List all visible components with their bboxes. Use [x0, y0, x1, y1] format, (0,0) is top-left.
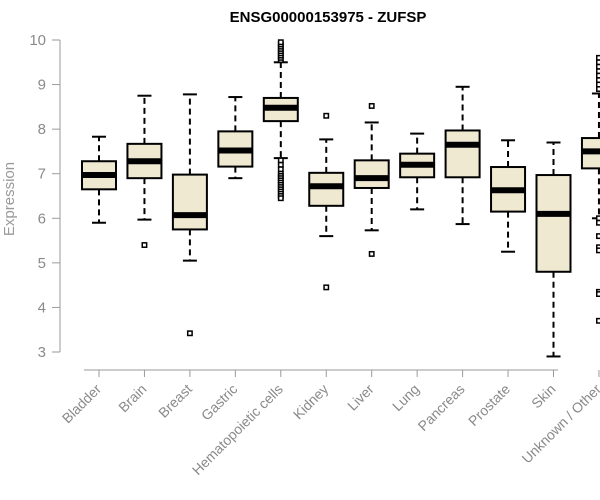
- y-axis: 3 4 5 6 7 8 9 10: [29, 32, 61, 361]
- x-tick-label: Brain: [115, 381, 149, 415]
- box-skin: [535, 141, 572, 358]
- x-tick-label: Skin: [528, 381, 559, 412]
- box-breast: [171, 93, 208, 337]
- outlier-point: [277, 195, 284, 202]
- y-tick-label: 6: [38, 210, 46, 227]
- box-liver: [353, 103, 390, 257]
- box-gastric: [217, 96, 254, 180]
- box-hematopoietic-cells: [262, 39, 299, 202]
- outlier-point: [186, 330, 193, 337]
- x-tick-label: Kidney: [290, 381, 332, 423]
- box-lung: [399, 132, 436, 211]
- box-unknown-other: [580, 54, 600, 324]
- y-tick-label: 4: [38, 299, 46, 316]
- iqr-box: [353, 159, 390, 189]
- outlier-point: [277, 39, 284, 46]
- y-tick-label: 9: [38, 77, 46, 94]
- x-tick-label: Unknown / Other: [518, 381, 600, 467]
- y-tick-label: 3: [38, 344, 46, 361]
- x-tick-label: Gastric: [198, 381, 241, 424]
- box-brain: [126, 94, 163, 248]
- outlier-point: [596, 247, 600, 254]
- box-bladder: [81, 135, 117, 224]
- outlier-point: [596, 86, 600, 92]
- iqr-box: [535, 174, 572, 273]
- outlier-point: [323, 112, 330, 119]
- y-tick-label: 10: [29, 32, 46, 49]
- x-tick-label: Bladder: [59, 381, 105, 427]
- y-tick-label: 5: [38, 255, 46, 272]
- box-pancreas: [444, 85, 481, 226]
- outlier-point: [596, 219, 600, 226]
- iqr-box: [171, 173, 208, 231]
- x-tick-label: Pancreas: [415, 381, 468, 434]
- box-prostate: [490, 139, 527, 253]
- x-tick-label: Prostate: [465, 381, 513, 429]
- box-kidney: [308, 112, 345, 291]
- boxes-layer: [81, 39, 600, 358]
- iqr-box: [308, 171, 345, 207]
- outlier-point: [368, 103, 375, 109]
- chart-title: ENSG00000153975 - ZUFSP: [230, 9, 427, 26]
- y-axis-label: Expression: [1, 162, 18, 236]
- outlier-point: [596, 317, 600, 324]
- outlier-point: [596, 233, 600, 240]
- outlier-point: [596, 291, 600, 298]
- x-tick-label: Liver: [344, 381, 377, 414]
- iqr-box: [444, 129, 481, 179]
- y-ticks: 3 4 5 6 7 8 9 10: [29, 32, 60, 361]
- outlier-point: [141, 242, 148, 248]
- y-tick-label: 7: [38, 166, 46, 183]
- x-tick-label: Hematopoietic cells: [189, 381, 286, 478]
- x-tick-label: Breast: [155, 381, 195, 421]
- x-tick-label: Lung: [389, 381, 422, 414]
- y-tick-label: 8: [38, 121, 46, 138]
- outlier-point: [368, 250, 375, 257]
- outlier-point: [323, 284, 330, 291]
